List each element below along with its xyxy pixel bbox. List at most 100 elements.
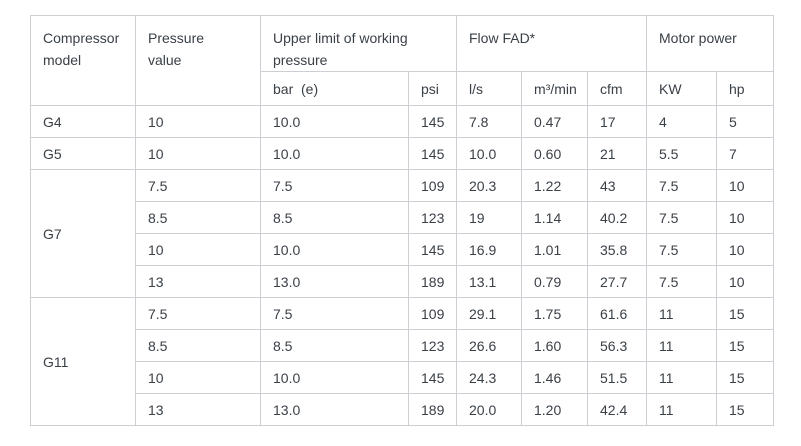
data-cell: 11: [646, 329, 717, 362]
table-row-g11-4: 13 13.0 189 20.0 1.20 42.4 11 15: [31, 393, 774, 426]
data-cell: 10: [716, 233, 774, 266]
data-cell: 15: [716, 393, 774, 426]
data-cell: 7.5: [260, 169, 409, 202]
data-cell: 123: [408, 201, 457, 234]
data-cell: 11: [646, 297, 717, 330]
model-cell: G5: [30, 137, 136, 170]
data-cell: 13: [135, 265, 261, 298]
data-cell: 145: [408, 105, 457, 138]
data-cell: 11: [646, 361, 717, 394]
data-cell: 10.0: [260, 361, 409, 394]
data-cell: 189: [408, 393, 457, 426]
data-cell: 7.5: [646, 201, 717, 234]
data-cell: 29.1: [456, 297, 522, 330]
data-cell: 1.75: [521, 297, 588, 330]
data-cell: 4: [646, 105, 717, 138]
data-cell: 15: [716, 329, 774, 362]
header-row-groups: Compressor model Pressure value Upper li…: [30, 15, 774, 106]
data-cell: 13.1: [456, 265, 522, 298]
data-cell: 1.22: [521, 169, 588, 202]
header-pressure-value: Pressure value: [135, 15, 261, 106]
data-cell: 10: [135, 361, 261, 394]
data-cell: 7.8: [456, 105, 522, 138]
data-cell: 1.20: [521, 393, 588, 426]
data-cell: 5.5: [646, 137, 717, 170]
header-upper-limit: Upper limit of working pressure: [260, 15, 457, 72]
data-cell: 40.2: [587, 201, 647, 234]
data-cell: 7: [716, 137, 774, 170]
data-cell: 10: [135, 137, 261, 170]
table-row-g7-1: G7 7.5 7.5 109 20.3 1.22 43 7.5 10: [30, 169, 774, 298]
table-row-g11-2: 8.5 8.5 123 26.6 1.60 56.3 11 15: [31, 329, 774, 362]
model-cell: G7: [30, 169, 136, 298]
data-cell: 24.3: [456, 361, 522, 394]
data-cell: 26.6: [456, 329, 522, 362]
data-cell: 15: [716, 297, 774, 330]
data-cell: 7.5: [646, 233, 717, 266]
data-cell: 13.0: [260, 393, 409, 426]
subheader-m3-min: m³/min: [521, 71, 588, 106]
data-cell: 8.5: [260, 201, 409, 234]
data-cell: 7.5: [646, 265, 717, 298]
data-cell: 0.47: [521, 105, 588, 138]
data-cell: 145: [408, 233, 457, 266]
table-row-g7-4: 13 13.0 189 13.1 0.79 27.7 7.5 10: [31, 265, 774, 298]
data-cell: 7.5: [135, 297, 261, 330]
data-cell: 1.01: [521, 233, 588, 266]
data-cell: 109: [408, 297, 457, 330]
data-cell: 7.5: [260, 297, 409, 330]
data-cell: 8.5: [135, 201, 261, 234]
page: Compressor model Pressure value Upper li…: [30, 15, 774, 426]
table-row-g4: G4 10 10.0 145 7.8 0.47 17 4 5: [30, 105, 774, 138]
subheader-psi: psi: [408, 71, 457, 106]
table-row-g11-1: G11 7.5 7.5 109 29.1 1.75 61.6 11 15: [30, 297, 774, 426]
data-cell: 61.6: [587, 297, 647, 330]
data-cell: 10.0: [260, 137, 409, 170]
data-cell: 13: [135, 393, 261, 426]
data-cell: 20.3: [456, 169, 522, 202]
compressor-spec-table: Compressor model Pressure value Upper li…: [30, 15, 774, 426]
data-cell: 10: [135, 105, 261, 138]
data-cell: 20.0: [456, 393, 522, 426]
data-cell: 145: [408, 361, 457, 394]
subheader-l-s: l/s: [456, 71, 522, 106]
table-row-g7-2: 8.5 8.5 123 19 1.14 40.2 7.5 10: [31, 201, 774, 234]
subheader-kw: KW: [646, 71, 717, 106]
data-cell: 27.7: [587, 265, 647, 298]
data-cell: 15: [716, 361, 774, 394]
data-cell: 1.46: [521, 361, 588, 394]
data-cell: 8.5: [260, 329, 409, 362]
data-cell: 43: [587, 169, 647, 202]
data-cell: 10.0: [260, 233, 409, 266]
data-cell: 7.5: [646, 169, 717, 202]
data-cell: 1.60: [521, 329, 588, 362]
subheader-cfm: cfm: [587, 71, 647, 106]
header-compressor-model-label: Compressor model: [43, 30, 120, 68]
data-cell: 189: [408, 265, 457, 298]
data-cell: 56.3: [587, 329, 647, 362]
data-cell: 145: [408, 137, 457, 170]
data-cell: 10: [716, 169, 774, 202]
data-cell: 0.79: [521, 265, 588, 298]
data-cell: 10: [716, 201, 774, 234]
data-cell: 7.5: [135, 169, 261, 202]
subheader-bar-e: bar (e): [260, 71, 409, 106]
data-cell: 11: [646, 393, 717, 426]
data-cell: 21: [587, 137, 647, 170]
header-motor-power: Motor power: [646, 15, 774, 72]
data-cell: 0.60: [521, 137, 588, 170]
header-pressure-value-label: Pressure value: [148, 30, 205, 68]
data-cell: 10: [716, 265, 774, 298]
header-row-units: bar (e) psi l/s m³/min cfm KW hp: [31, 71, 774, 106]
data-cell: 109: [408, 169, 457, 202]
data-cell: 10: [135, 233, 261, 266]
model-cell: G4: [30, 105, 136, 138]
data-cell: 1.14: [521, 201, 588, 234]
table-row-g5: G5 10 10.0 145 10.0 0.60 21 5.5 7: [30, 137, 774, 170]
subheader-hp: hp: [716, 71, 774, 106]
data-cell: 19: [456, 201, 522, 234]
data-cell: 10.0: [456, 137, 522, 170]
data-cell: 16.9: [456, 233, 522, 266]
data-cell: 17: [587, 105, 647, 138]
table-row-g11-3: 10 10.0 145 24.3 1.46 51.5 11 15: [31, 361, 774, 394]
